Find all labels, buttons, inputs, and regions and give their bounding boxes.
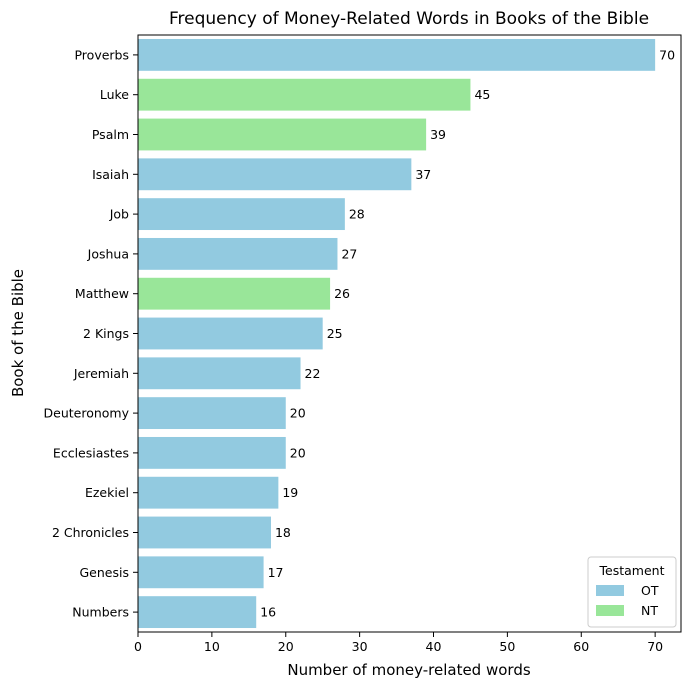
- x-tick-label-10: 10: [204, 639, 220, 654]
- value-label-isaiah: 37: [415, 167, 431, 182]
- y-tick-label-2-kings: 2 Kings: [83, 326, 129, 341]
- bar-numbers: [138, 596, 257, 629]
- bar-luke: [138, 78, 471, 111]
- y-tick-label-ecclesiastes: Ecclesiastes: [53, 445, 129, 460]
- y-tick-label-genesis: Genesis: [80, 565, 130, 580]
- x-axis-label: Number of money-related words: [287, 661, 530, 679]
- x-tick-label-20: 20: [278, 639, 294, 654]
- value-label-luke: 45: [474, 87, 490, 102]
- value-label-deuteronomy: 20: [290, 406, 306, 421]
- x-tick-label-70: 70: [647, 639, 663, 654]
- bar-ezekiel: [138, 476, 279, 509]
- bar-2-kings: [138, 317, 323, 350]
- y-tick-label-job: Job: [109, 207, 129, 222]
- y-axis-label: Book of the Bible: [9, 269, 27, 397]
- y-tick-label-luke: Luke: [100, 87, 129, 102]
- bars-layer: 70 45 39 37 28 27 26 25 22 20 20 19 18 17 16: [138, 38, 675, 629]
- bar-ecclesiastes: [138, 436, 286, 469]
- legend-title: Testament: [599, 563, 665, 578]
- value-label-ezekiel: 19: [282, 485, 298, 500]
- bar-jeremiah: [138, 357, 301, 390]
- bar-joshua: [138, 237, 338, 270]
- value-label-joshua: 27: [341, 246, 357, 261]
- value-label-2-kings: 25: [327, 326, 343, 341]
- legend: Testament OT NT: [587, 556, 677, 628]
- bar-matthew: [138, 277, 331, 310]
- y-tick-label-jeremiah: Jeremiah: [73, 366, 129, 381]
- x-tick-label-0: 0: [134, 639, 142, 654]
- x-tick-label-60: 60: [573, 639, 589, 654]
- axes-layer: Proverbs Luke Psalm Isaiah Job Joshua Matthew 2…: [44, 34, 682, 654]
- plot-frame: [137, 34, 682, 633]
- bar-genesis: [138, 556, 264, 589]
- y-tick-label-proverbs: Proverbs: [74, 47, 129, 62]
- y-tick-label-2-chronicles: 2 Chronicles: [52, 525, 129, 540]
- x-tick-label-50: 50: [499, 639, 515, 654]
- value-label-psalm: 39: [430, 127, 446, 142]
- bar-2-chronicles: [138, 516, 271, 549]
- y-tick-label-deuteronomy: Deuteronomy: [44, 406, 130, 421]
- value-label-numbers: 16: [260, 605, 276, 620]
- bar-deuteronomy: [138, 397, 286, 430]
- y-tick-label-ezekiel: Ezekiel: [85, 485, 129, 500]
- y-tick-label-psalm: Psalm: [92, 127, 129, 142]
- value-label-proverbs: 70: [659, 47, 675, 62]
- bar-isaiah: [138, 158, 412, 191]
- value-label-matthew: 26: [334, 286, 350, 301]
- value-label-jeremiah: 22: [305, 366, 321, 381]
- legend-label-ot: OT: [641, 583, 659, 598]
- y-tick-label-isaiah: Isaiah: [92, 167, 129, 182]
- bar-job: [138, 198, 345, 231]
- chart-title: Frequency of Money-Related Words in Book…: [169, 9, 649, 29]
- y-tick-label-matthew: Matthew: [75, 286, 129, 301]
- bar-proverbs: [138, 38, 656, 71]
- value-label-genesis: 17: [268, 565, 284, 580]
- bar-psalm: [138, 118, 427, 151]
- legend-label-nt: NT: [641, 603, 658, 618]
- y-tick-label-joshua: Joshua: [87, 246, 129, 261]
- legend-swatch-ot: [596, 585, 624, 596]
- legend-swatch-nt: [596, 605, 624, 616]
- x-tick-label-40: 40: [426, 639, 442, 654]
- value-label-ecclesiastes: 20: [290, 445, 306, 460]
- y-tick-label-numbers: Numbers: [72, 605, 129, 620]
- value-label-2-chronicles: 18: [275, 525, 291, 540]
- x-tick-label-30: 30: [352, 639, 368, 654]
- value-label-job: 28: [349, 207, 365, 222]
